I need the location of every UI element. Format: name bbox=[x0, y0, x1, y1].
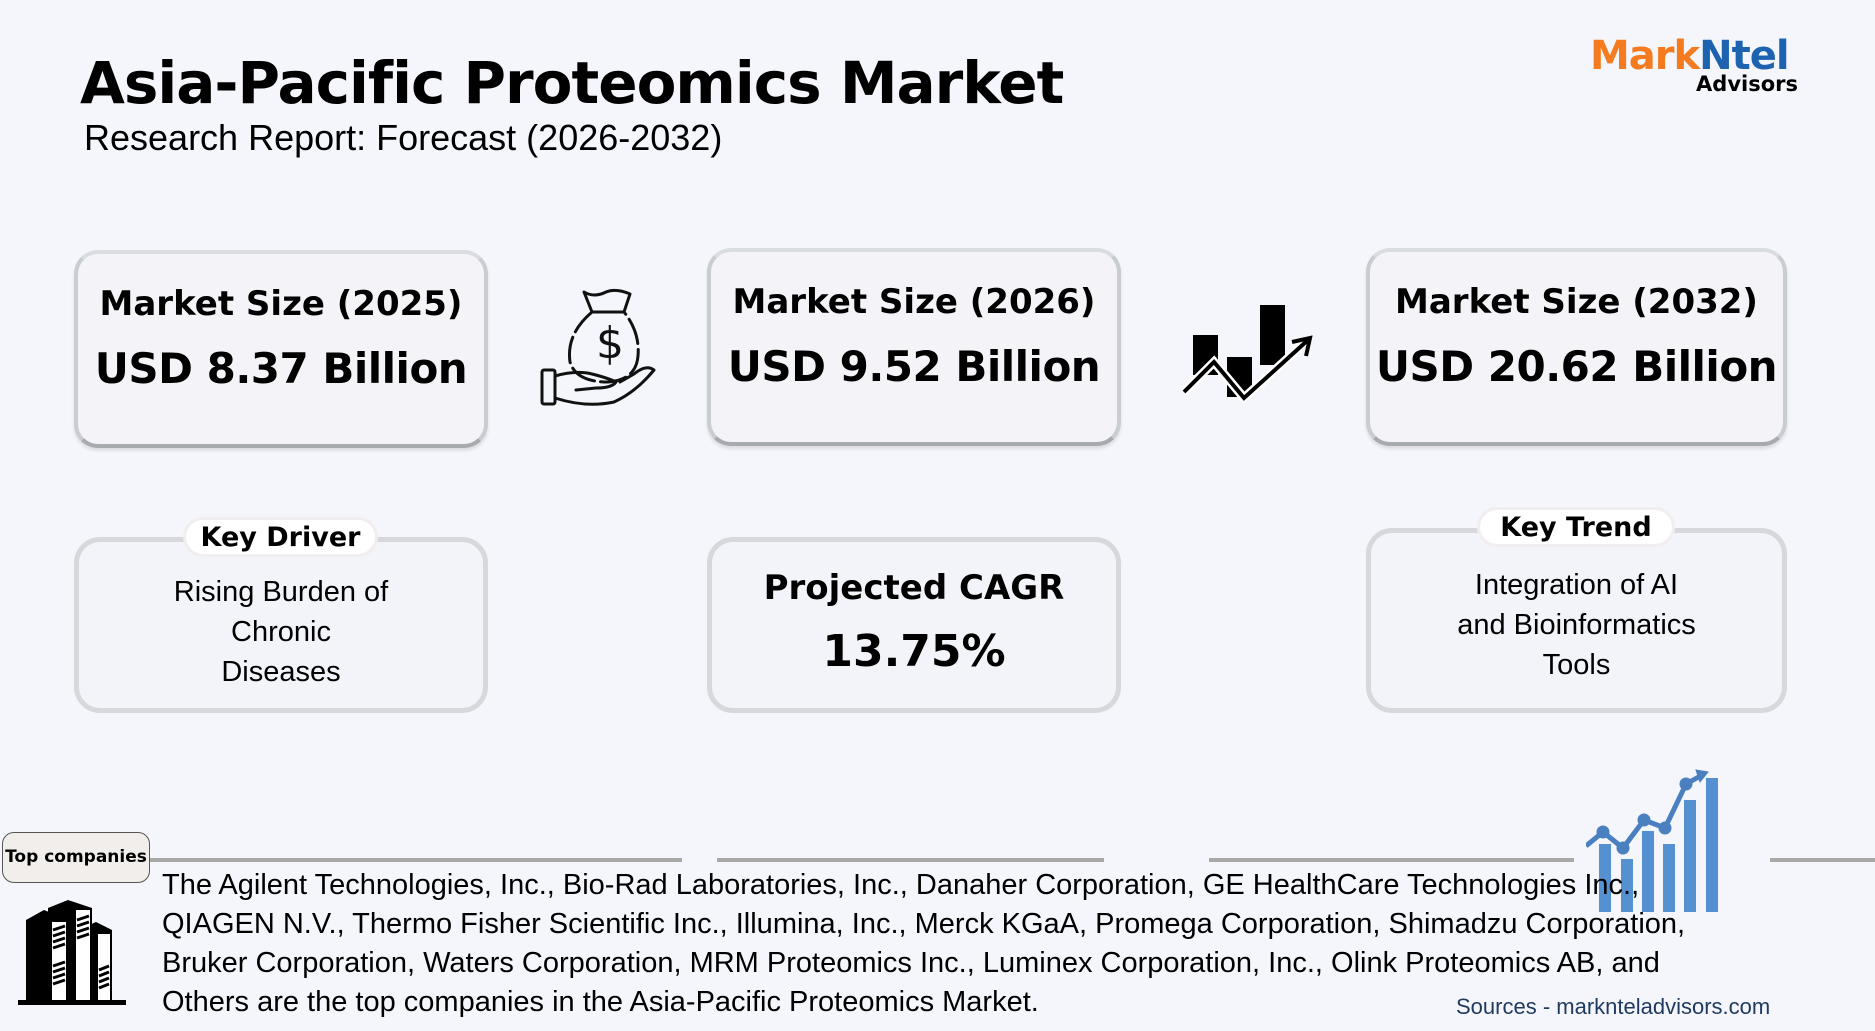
companies-line: The Agilent Technologies, Inc., Bio-Rad … bbox=[162, 869, 1640, 901]
page-title: Asia-Pacific Proteomics Market bbox=[80, 49, 1064, 117]
cagr-value: 13.75% bbox=[822, 626, 1006, 677]
divider-line bbox=[717, 858, 1104, 862]
key-trend-line: Integration of AI bbox=[1474, 569, 1679, 601]
marknteladvisors-logo: MarkNtel Advisors bbox=[1590, 36, 1800, 100]
growth-bar-chart-icon bbox=[1180, 300, 1320, 410]
logo-ntel-text: Ntel bbox=[1699, 33, 1789, 79]
key-driver-line: Rising Burden of bbox=[173, 576, 389, 608]
key-trend-box: Integration of AI and Bioinformatics Too… bbox=[1366, 528, 1787, 713]
card-label: Market Size (2026) bbox=[732, 282, 1096, 322]
divider-line bbox=[1770, 858, 1875, 862]
market-size-2026-card: Market Size (2026) USD 9.52 Billion bbox=[707, 248, 1121, 446]
logo-advisors-text: Advisors bbox=[1696, 72, 1798, 96]
companies-line: Others are the top companies in the Asia… bbox=[162, 986, 1039, 1018]
key-trend-line: Tools bbox=[1542, 649, 1611, 681]
svg-text:$: $ bbox=[596, 318, 624, 369]
top-companies-text: The Agilent Technologies, Inc., Bio-Rad … bbox=[162, 866, 1822, 1022]
key-driver-line: Chronic bbox=[231, 616, 331, 648]
card-label: Market Size (2032) bbox=[1395, 282, 1758, 322]
projected-cagr-box: Projected CAGR 13.75% bbox=[707, 537, 1121, 713]
card-value: USD 8.37 Billion bbox=[94, 344, 468, 393]
key-trend-line: and Bioinformatics bbox=[1457, 609, 1696, 641]
card-label: Market Size (2025) bbox=[99, 284, 463, 324]
page-subtitle: Research Report: Forecast (2026-2032) bbox=[84, 117, 723, 158]
office-buildings-icon bbox=[16, 900, 130, 1008]
market-size-2032-card: Market Size (2032) USD 20.62 Billion bbox=[1366, 248, 1787, 446]
key-driver-label: Key Driver bbox=[183, 517, 378, 557]
card-value: USD 20.62 Billion bbox=[1375, 342, 1778, 391]
logo-mark-text: Mark bbox=[1590, 33, 1700, 79]
companies-line: QIAGEN N.V., Thermo Fisher Scientific In… bbox=[162, 908, 1686, 940]
key-trend-label: Key Trend bbox=[1477, 507, 1675, 547]
money-bag-hand-icon: $ bbox=[536, 284, 658, 412]
top-companies-label: Top companies bbox=[2, 832, 150, 883]
card-value: USD 9.52 Billion bbox=[727, 342, 1101, 391]
divider-line bbox=[150, 858, 682, 862]
sources-text: Sources - marknteladvisors.com bbox=[1456, 994, 1771, 1019]
cagr-label: Projected CAGR bbox=[763, 568, 1065, 608]
companies-line: Bruker Corporation, Waters Corporation, … bbox=[162, 947, 1660, 979]
key-driver-box: Rising Burden of Chronic Diseases bbox=[74, 537, 488, 713]
key-driver-line: Diseases bbox=[221, 656, 341, 688]
market-size-2025-card: Market Size (2025) USD 8.37 Billion bbox=[74, 250, 488, 448]
divider-line bbox=[1209, 858, 1574, 862]
blue-growth-chart-icon bbox=[1584, 756, 1756, 912]
